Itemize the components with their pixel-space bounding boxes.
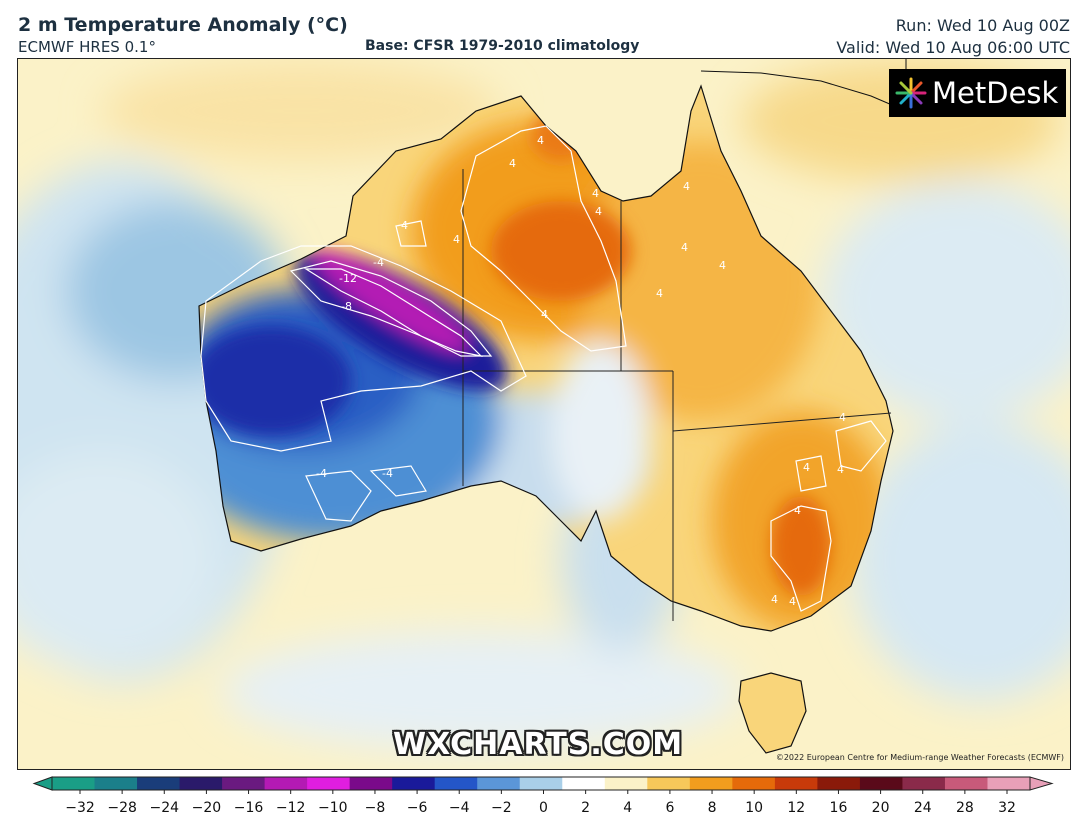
ecmwf-credit: ©2022 European Centre for Medium-range W…	[775, 753, 1064, 762]
colorbar-tick-label: 4	[623, 800, 632, 816]
contour-label: 4	[683, 180, 690, 193]
metdesk-logo-icon	[895, 77, 927, 109]
contour-label: 4	[592, 187, 599, 200]
colorbar-segment	[52, 777, 96, 790]
colorbar-tick-label: −8	[365, 800, 386, 816]
colorbar-segment	[732, 777, 776, 790]
contour-label: 4	[681, 241, 688, 254]
colorbar-border	[51, 776, 1031, 791]
colorbar-tick-label: −16	[234, 800, 264, 816]
colorbar-tick-label: −6	[407, 800, 428, 816]
colorbar-segment	[987, 777, 1031, 790]
valid-time: Valid: Wed 10 Aug 06:00 UTC	[836, 38, 1070, 57]
contour-label: 4	[656, 287, 663, 300]
colorbar-segment	[392, 777, 436, 790]
contour-label: -4	[382, 467, 393, 480]
contour-label: 4	[595, 205, 602, 218]
colorbar-tick-label: 12	[787, 800, 805, 816]
colorbar-segment	[477, 777, 521, 790]
colorbar-segment	[222, 777, 266, 790]
anomaly-map: -12 -8 -4 -4 -4 4 4 4 4 4 4 4 4 4 4 4 4 …	[18, 59, 1070, 769]
colorbar-segment	[902, 777, 946, 790]
colorbar-segment	[137, 777, 181, 790]
colorbar-tick-label: −4	[449, 800, 470, 816]
colorbar-segment	[647, 777, 691, 790]
colorbar-tick-label: 24	[914, 800, 932, 816]
colorbar-segment	[689, 777, 733, 790]
contour-label: 4	[837, 463, 844, 476]
contour-label: -4	[316, 467, 327, 480]
tasmania-coastline	[738, 672, 807, 754]
colorbar-tick-label: −20	[192, 800, 222, 816]
colorbar-tick-label: −2	[491, 800, 512, 816]
contour-labels: -12 -8 -4 -4 -4 4 4 4 4 4 4 4 4 4 4 4 4 …	[316, 134, 846, 608]
contour-label: 4	[541, 308, 548, 321]
colorbar-segment	[94, 777, 138, 790]
chart-title: 2 m Temperature Anomaly (°C)	[18, 14, 348, 36]
contour-label: 4	[789, 595, 796, 608]
colorbar-tick-label: 16	[830, 800, 848, 816]
contour-label: -8	[341, 300, 352, 313]
contour-label: 4	[771, 593, 778, 606]
colorbar-tick-label: 20	[872, 800, 890, 816]
australia-coastline	[198, 84, 894, 632]
colorbar-tick-label: 0	[539, 800, 548, 816]
colorbar-tick-label: −10	[318, 800, 348, 816]
colorbar: −32 −28 −24 −20 −16 −12 −10 −8 −6 −4 −2 0 2 4 6 8 10 12 16…	[32, 776, 1054, 816]
colorbar-segment	[562, 777, 606, 790]
state-borders	[462, 169, 892, 621]
wxcharts-watermark: WXCHARTS.COM	[393, 727, 684, 762]
contour-label: 4	[401, 219, 408, 232]
colorbar-segment	[349, 777, 393, 790]
run-time: Run: Wed 10 Aug 00Z	[895, 16, 1070, 35]
contour-label: 4	[537, 134, 544, 147]
map-panel: -12 -8 -4 -4 -4 4 4 4 4 4 4 4 4 4 4 4 4 …	[17, 58, 1071, 770]
contour-label: -4	[373, 256, 384, 269]
colorbar-tick-label: −24	[149, 800, 179, 816]
colorbar-segment	[774, 777, 818, 790]
model-label: ECMWF HRES 0.1°	[18, 38, 156, 56]
colorbar-segment	[817, 777, 861, 790]
contour-label: 4	[719, 259, 726, 272]
colorbar-tick-label: 2	[581, 800, 590, 816]
colorbar-tick-label: −32	[65, 800, 95, 816]
metdesk-logo: MetDesk	[889, 69, 1066, 117]
colorbar-tick-label: −12	[276, 800, 306, 816]
contour-label: 4	[794, 504, 801, 517]
colorbar-segment	[434, 777, 478, 790]
colorbar-segment	[519, 777, 563, 790]
colorbar-tick-label: 8	[708, 800, 717, 816]
contour-label: 4	[839, 411, 846, 424]
anomaly-contours	[200, 125, 887, 612]
colorbar-tick-label: 10	[745, 800, 763, 816]
contour-label: 4	[509, 157, 516, 170]
climatology-label: Base: CFSR 1979-2010 climatology	[365, 38, 640, 54]
colorbar-segment	[604, 777, 648, 790]
colorbar-tick-label: 6	[665, 800, 674, 816]
contour-label: 4	[453, 233, 460, 246]
colorbar-segment	[179, 777, 223, 790]
colorbar-tick-label: 28	[956, 800, 974, 816]
contour-label: -12	[339, 272, 357, 285]
colorbar-min-arrow	[32, 776, 53, 791]
colorbar-tick-label: −28	[107, 800, 137, 816]
colorbar-segment	[264, 777, 308, 790]
colorbar-max-arrow	[1029, 776, 1054, 791]
colorbar-segment	[944, 777, 988, 790]
colorbar-segment	[307, 777, 351, 790]
colorbar-ticks: −32 −28 −24 −20 −16 −12 −10 −8 −6 −4 −2 0 2 4 6 8 10 12 16…	[65, 790, 1016, 816]
metdesk-logo-text: MetDesk	[932, 76, 1059, 110]
colorbar-tick-label: 32	[998, 800, 1016, 816]
contour-label: 4	[803, 461, 810, 474]
colorbar-segments	[32, 776, 1054, 791]
colorbar-segment	[859, 777, 903, 790]
